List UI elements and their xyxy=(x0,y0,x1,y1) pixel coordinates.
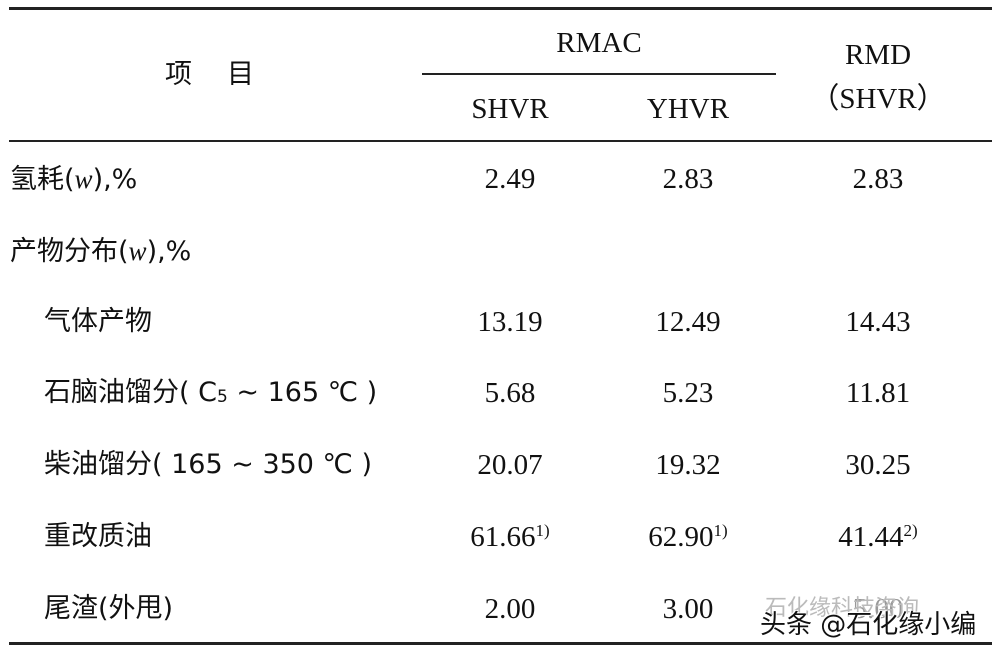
label-var: w xyxy=(128,236,147,266)
cell-yhvr: 62.901) xyxy=(588,520,788,554)
cell-rmd: 41.442) xyxy=(778,520,978,554)
footnote-marker: 1) xyxy=(535,521,550,540)
cell-yhvr: 19.32 xyxy=(655,449,721,481)
cell-shvr: 61.661) xyxy=(410,520,610,554)
cell-shvr: 2.49 xyxy=(484,163,536,195)
cell-shvr: 2.00 xyxy=(484,593,536,625)
cell-value: 62.90 xyxy=(648,521,714,553)
header-bottom-rule xyxy=(9,140,992,142)
header-rmd: RMD xyxy=(844,39,912,71)
cell-value: 41.44 xyxy=(838,521,904,553)
label-text: ~ 165 ℃ ) xyxy=(227,377,378,408)
cell-yhvr: 2.83 xyxy=(662,163,714,195)
rmac-span-rule xyxy=(422,73,776,75)
cell-rmd: 11.81 xyxy=(845,377,911,409)
header-yhvr: YHVR xyxy=(646,93,730,125)
cell-yhvr: 3.00 xyxy=(662,593,714,625)
label-text: ),% xyxy=(92,164,138,195)
row-label-heavy-oil: 重改质油 xyxy=(44,521,152,552)
header-item: 项 目 xyxy=(165,59,258,90)
cell-rmd: 30.25 xyxy=(845,449,911,481)
cell-rmd: 14.43 xyxy=(845,306,911,338)
label-text: ),% xyxy=(146,236,192,267)
cell-yhvr: 12.49 xyxy=(655,306,721,338)
cell-shvr: 5.68 xyxy=(484,377,536,409)
header-shvr: SHVR xyxy=(471,93,549,125)
cell-value: 61.66 xyxy=(470,521,536,553)
label-text: 产物分布( xyxy=(10,236,129,267)
header-rmd-feed: （SHVR） xyxy=(810,83,946,115)
row-label-diesel: 柴油馏分( 165 ~ 350 ℃ ) xyxy=(44,449,372,480)
row-label-product-distribution: 产物分布(w),% xyxy=(10,234,191,269)
row-label-gas: 气体产物 xyxy=(44,306,152,337)
row-label-naphtha: 石脑油馏分( C5 ~ 165 ℃ ) xyxy=(44,376,377,410)
cell-yhvr: 5.23 xyxy=(662,377,714,409)
row-label-hydrogen: 氢耗(w),% xyxy=(10,162,137,197)
table-bottom-rule xyxy=(9,642,992,645)
watermark-primary: 头条 @石化缘小编 xyxy=(760,610,977,640)
label-var: w xyxy=(74,164,93,194)
footnote-marker: 1) xyxy=(713,521,728,540)
row-label-residue: 尾渣(外甩) xyxy=(44,593,174,624)
table-top-rule xyxy=(9,7,992,10)
footnote-marker: 2) xyxy=(903,521,918,540)
cell-shvr: 13.19 xyxy=(477,306,543,338)
label-subscript: 5 xyxy=(216,387,228,407)
label-text: 氢耗( xyxy=(10,164,75,195)
cell-rmd: 2.83 xyxy=(852,163,904,195)
cell-shvr: 20.07 xyxy=(477,449,543,481)
header-rmac: RMAC xyxy=(556,27,642,59)
label-text: 石脑油馏分( C xyxy=(44,377,217,408)
cell-rmd: 5.00 xyxy=(852,593,904,625)
watermark-secondary: 石化缘科技咨询 xyxy=(765,596,920,621)
